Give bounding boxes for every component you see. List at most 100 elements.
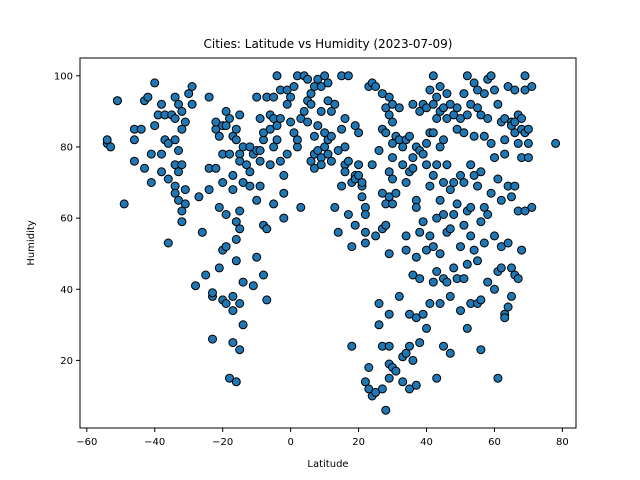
data-point [391, 188, 401, 198]
data-point [439, 135, 448, 145]
data-point [422, 160, 431, 170]
data-point [496, 263, 506, 273]
data-point [473, 85, 482, 95]
data-point [490, 231, 499, 241]
data-point [394, 103, 404, 113]
data-point [180, 185, 190, 195]
data-point [140, 163, 149, 173]
data-point [350, 220, 360, 230]
data-point [517, 245, 527, 255]
data-point [428, 128, 438, 138]
data-point [228, 306, 238, 316]
x-tick-label: 60 [488, 437, 501, 448]
data-point [500, 149, 510, 159]
data-point [221, 121, 231, 131]
data-point [435, 195, 445, 205]
data-point [136, 124, 146, 134]
data-point [523, 138, 533, 148]
data-point [418, 309, 428, 319]
data-point [462, 323, 472, 333]
data-point [483, 277, 493, 287]
data-point [242, 160, 251, 170]
data-point [415, 106, 425, 116]
data-point [408, 270, 418, 280]
data-point [214, 131, 224, 141]
data-point [306, 89, 316, 99]
data-point [476, 167, 486, 177]
data-point [316, 82, 326, 91]
data-point [303, 74, 313, 84]
data-point [170, 188, 180, 198]
data-point [384, 92, 394, 102]
data-point [483, 114, 493, 123]
data-point [180, 117, 190, 127]
data-point [262, 224, 272, 234]
data-point [401, 245, 411, 255]
data-point [476, 217, 486, 227]
data-point [204, 185, 214, 195]
data-point [150, 121, 160, 131]
data-point [286, 92, 296, 102]
data-point [340, 142, 350, 152]
points-layer [102, 71, 561, 415]
data-point [157, 149, 166, 159]
data-point [401, 178, 411, 187]
data-point [459, 274, 469, 284]
data-point [180, 199, 190, 209]
data-point [388, 117, 397, 127]
data-point [459, 128, 469, 138]
data-point [330, 99, 340, 109]
data-point [184, 89, 194, 99]
x-tick-label: −60 [76, 437, 97, 448]
data-point [231, 377, 241, 387]
data-point [473, 256, 482, 266]
data-point [231, 234, 241, 244]
data-point [425, 181, 435, 191]
data-point [445, 291, 455, 301]
y-tick-label: 20 [60, 356, 73, 367]
data-point [303, 117, 313, 127]
data-point [425, 231, 435, 241]
data-point [435, 249, 445, 259]
data-point [231, 135, 241, 145]
y-tick-label: 100 [54, 71, 73, 82]
data-point [102, 135, 112, 145]
data-point [435, 299, 445, 308]
data-point [374, 299, 384, 308]
data-point [398, 377, 408, 387]
data-point [177, 206, 187, 216]
data-point [228, 338, 238, 348]
data-point [432, 373, 442, 383]
data-point [462, 110, 472, 120]
data-point [384, 167, 394, 177]
data-point [225, 373, 234, 383]
data-point [279, 188, 289, 198]
data-point [106, 142, 116, 152]
data-point [313, 121, 323, 131]
data-point [282, 149, 292, 159]
data-point [469, 131, 479, 141]
data-point [432, 114, 442, 123]
data-point [187, 82, 197, 91]
data-point [527, 202, 537, 212]
data-point [411, 380, 421, 390]
data-point [306, 99, 316, 109]
data-point [292, 135, 302, 145]
data-point [208, 288, 217, 298]
data-point [201, 270, 211, 280]
data-point [248, 281, 258, 291]
data-point [255, 181, 265, 191]
data-point [235, 110, 245, 120]
x-tick-label: −40 [144, 437, 165, 448]
plot-frame [79, 57, 577, 429]
data-point [252, 252, 262, 262]
data-point [129, 156, 139, 166]
data-point [174, 195, 183, 205]
data-point [466, 202, 476, 212]
y-tick-label: 40 [60, 285, 73, 296]
data-point [269, 142, 279, 152]
data-point [398, 142, 408, 152]
data-point [211, 163, 221, 173]
data-point [170, 114, 180, 123]
